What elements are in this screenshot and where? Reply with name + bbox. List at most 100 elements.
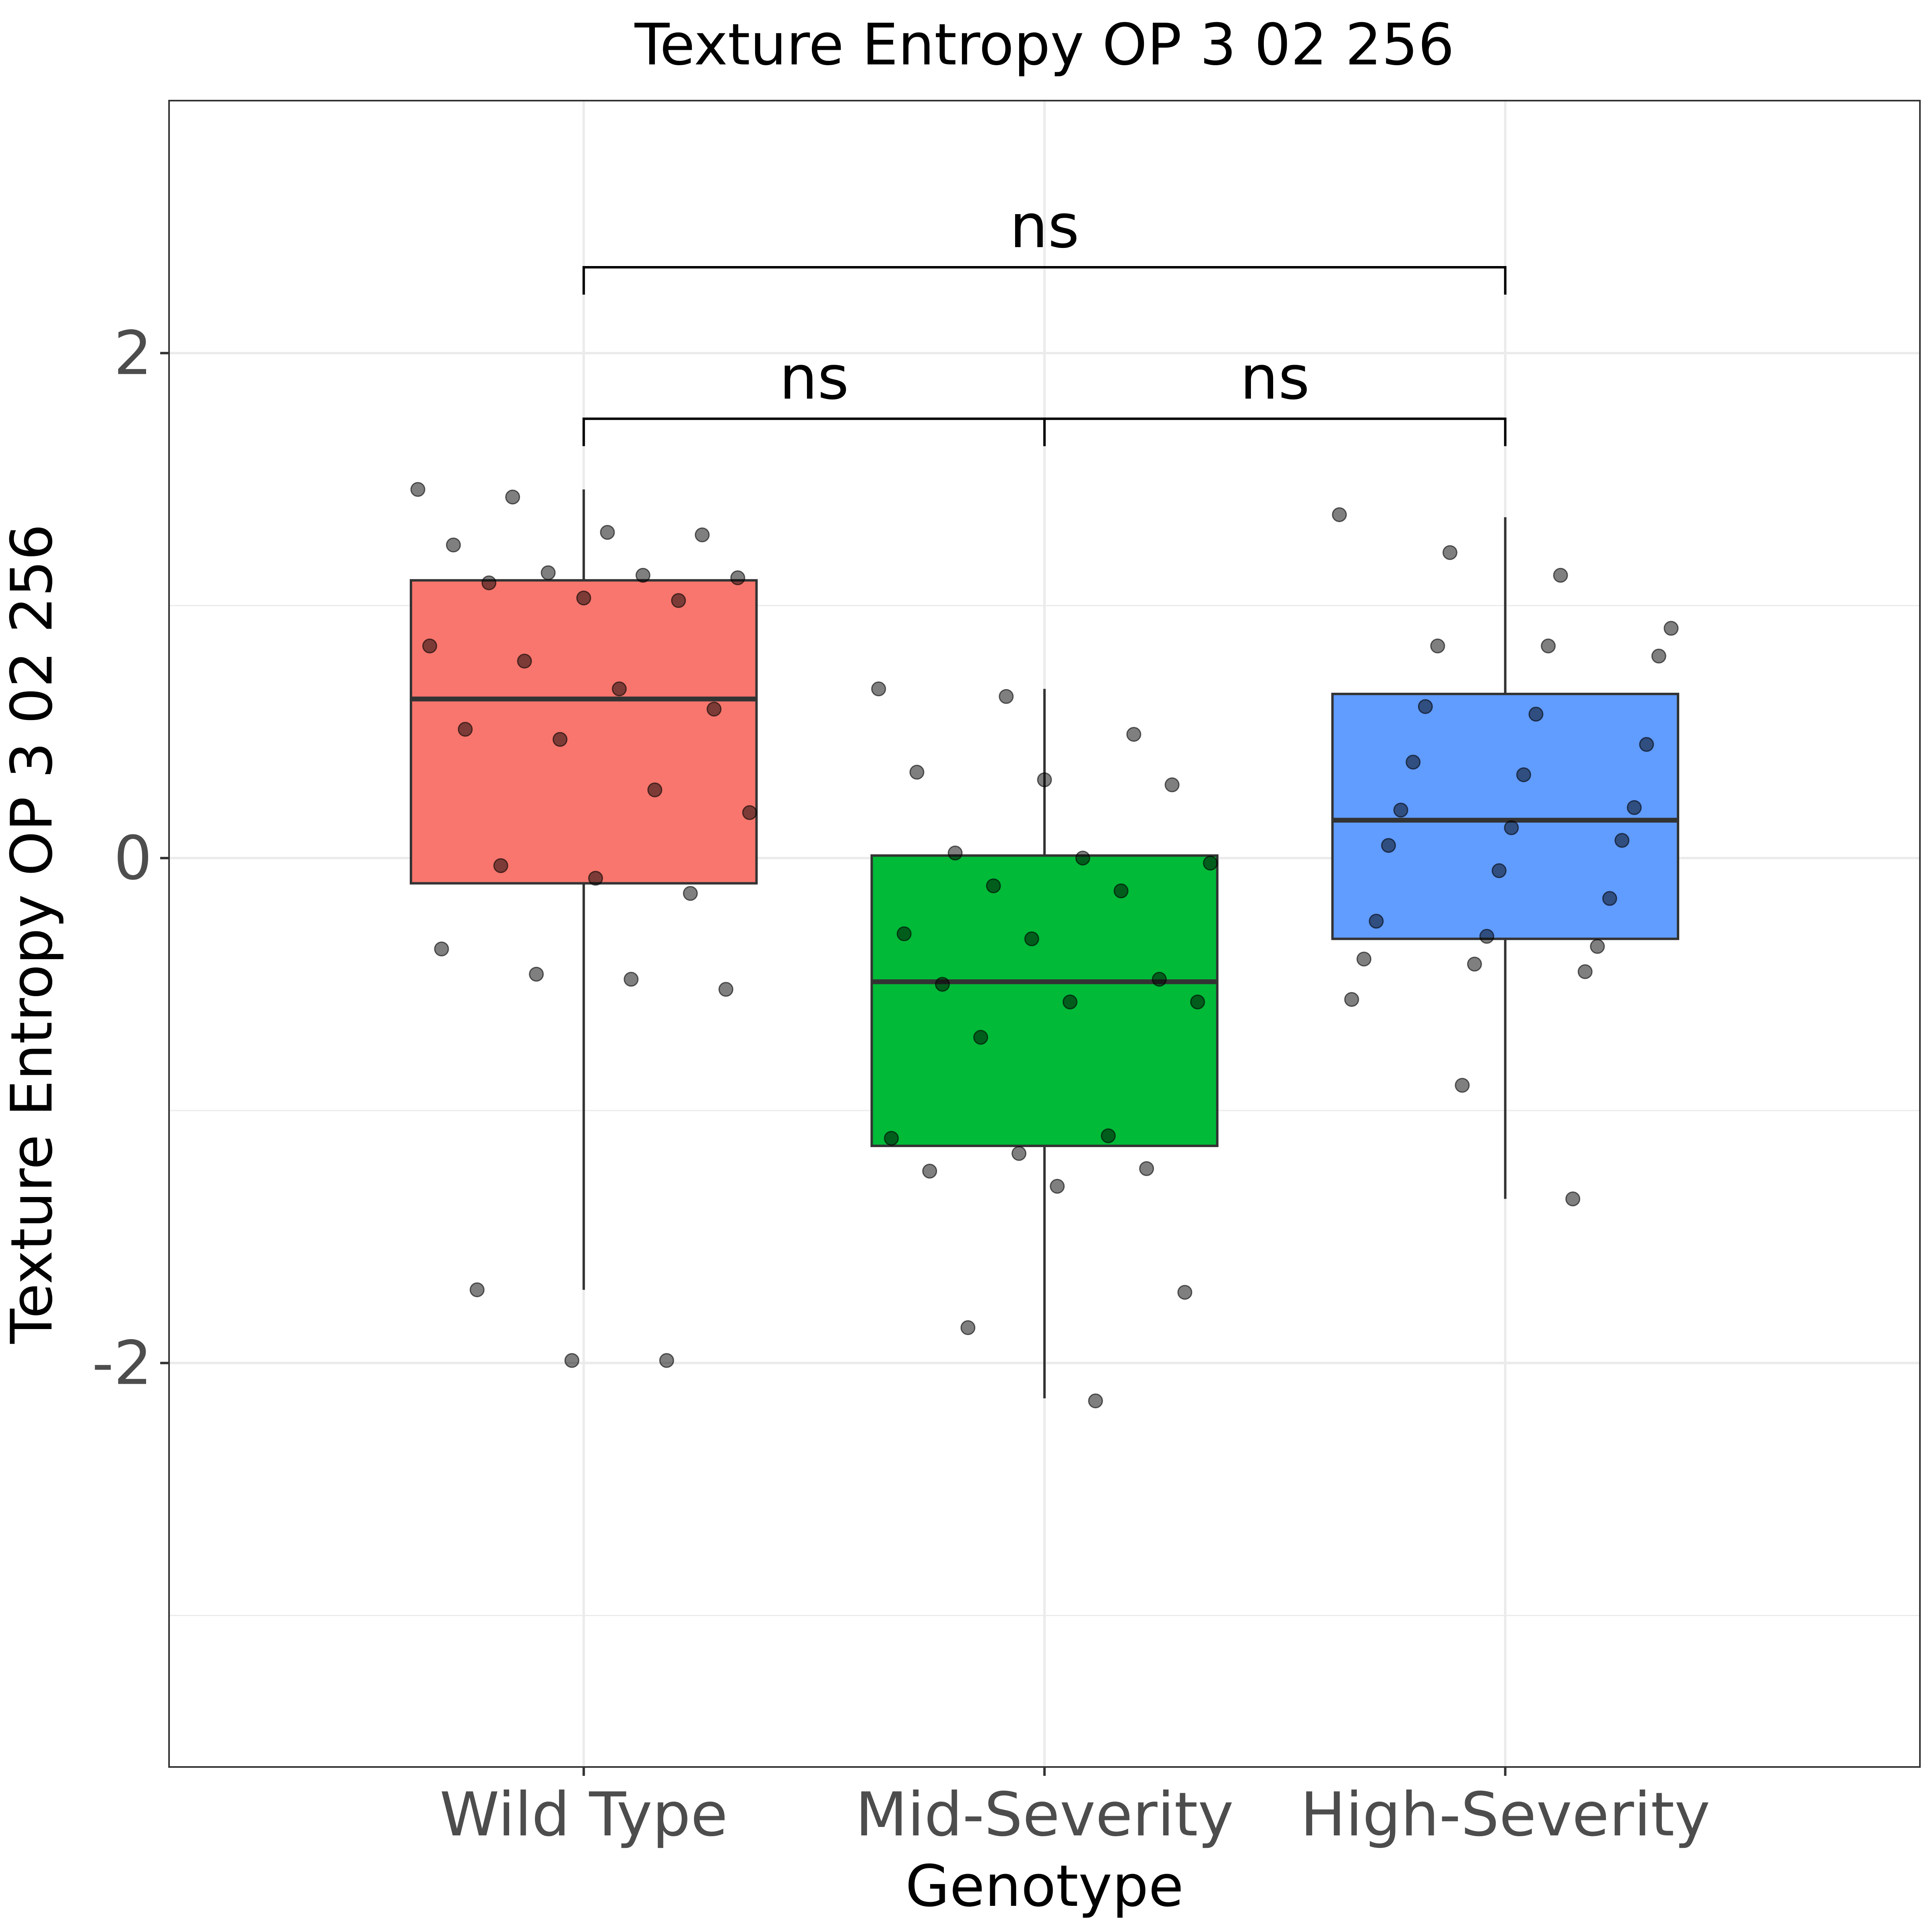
box-iqr — [870, 854, 1219, 1147]
y-tick-label: -2 — [92, 1328, 152, 1398]
data-point — [1037, 772, 1052, 787]
data-point — [600, 525, 615, 540]
data-point — [1491, 863, 1507, 878]
data-point — [1332, 507, 1347, 522]
data-point — [1455, 1077, 1470, 1093]
significance-bracket — [1043, 417, 1507, 446]
significance-bracket — [582, 266, 1507, 295]
data-point — [458, 722, 473, 737]
data-point — [909, 765, 925, 780]
data-point — [999, 689, 1014, 704]
chart-title: Texture Entropy OP 3 02 256 — [634, 12, 1455, 78]
significance-brackets: ns ns ns — [582, 192, 1507, 446]
data-point — [1152, 972, 1167, 987]
data-point — [1381, 838, 1396, 853]
data-point — [1602, 891, 1617, 906]
data-point — [1126, 727, 1141, 742]
data-point — [1075, 850, 1090, 866]
data-point — [647, 782, 663, 797]
data-point — [871, 681, 886, 697]
data-point — [588, 871, 603, 886]
data-point — [1101, 1128, 1116, 1144]
data-point — [1393, 803, 1408, 818]
data-point — [1614, 833, 1630, 848]
data-point — [623, 972, 639, 987]
data-point — [1368, 914, 1384, 929]
data-point — [960, 1320, 976, 1335]
significance-bracket — [582, 417, 1046, 446]
data-point — [1627, 800, 1642, 815]
data-point — [1565, 1191, 1581, 1207]
data-point — [1639, 737, 1654, 752]
data-point — [706, 702, 722, 717]
data-point — [1553, 568, 1568, 583]
data-point — [1430, 638, 1445, 654]
significance-label: ns — [779, 343, 849, 413]
data-point — [434, 941, 449, 957]
data-point — [635, 568, 650, 583]
data-point — [576, 590, 591, 606]
data-point — [1418, 699, 1433, 714]
y-tick-label: 2 — [114, 318, 152, 388]
data-point — [742, 805, 757, 820]
data-point — [1442, 545, 1457, 560]
data-point — [1590, 939, 1605, 954]
significance-label: ns — [1009, 192, 1079, 262]
data-point — [1356, 952, 1372, 967]
box-iqr — [1331, 693, 1680, 940]
data-point — [422, 638, 438, 654]
data-point — [1541, 638, 1556, 654]
data-point — [612, 681, 627, 697]
data-point — [1011, 1146, 1027, 1161]
x-tick-label: High-Severity — [1300, 1780, 1710, 1850]
data-point — [1088, 1393, 1103, 1408]
significance-label: ns — [1240, 343, 1310, 413]
data-point — [922, 1164, 937, 1179]
data-point — [695, 527, 710, 543]
data-point — [564, 1353, 580, 1368]
data-point — [1024, 931, 1039, 947]
point-layer — [410, 482, 1679, 1408]
data-point — [541, 565, 556, 580]
data-point — [947, 845, 963, 861]
data-point — [718, 982, 733, 997]
data-point — [884, 1131, 899, 1146]
x-tick-label: Mid-Severity — [855, 1780, 1234, 1850]
data-point — [1139, 1161, 1154, 1176]
data-point — [973, 1030, 988, 1045]
data-point — [505, 489, 520, 505]
data-point — [1479, 929, 1494, 944]
data-point — [896, 926, 912, 941]
data-point — [1177, 1285, 1193, 1300]
data-point — [493, 858, 508, 873]
y-tick-label: 0 — [114, 824, 152, 894]
x-axis-title: Genotype — [905, 1853, 1184, 1920]
data-point — [683, 886, 698, 901]
data-point — [1516, 767, 1532, 782]
data-point — [1528, 706, 1544, 722]
data-point — [986, 878, 1001, 894]
data-point — [1062, 994, 1077, 1009]
data-point — [481, 575, 497, 590]
data-point — [1190, 994, 1205, 1009]
data-point — [730, 570, 745, 586]
y-axis-title: Texture Entropy OP 3 02 256 — [0, 524, 65, 1344]
data-point — [1203, 855, 1218, 871]
data-point — [935, 976, 950, 992]
data-point — [1664, 621, 1679, 636]
data-point — [659, 1353, 674, 1368]
data-point — [1651, 648, 1666, 664]
data-point — [1467, 956, 1482, 972]
data-point — [1344, 992, 1359, 1007]
data-point — [1504, 820, 1519, 836]
data-point — [1113, 883, 1129, 898]
x-tick-label: Wild Type — [440, 1780, 728, 1850]
data-point — [410, 482, 425, 497]
data-point — [671, 593, 686, 608]
data-point — [552, 732, 568, 747]
data-point — [1577, 964, 1593, 979]
data-point — [517, 654, 532, 669]
data-point — [1406, 754, 1421, 770]
data-point — [469, 1282, 485, 1297]
